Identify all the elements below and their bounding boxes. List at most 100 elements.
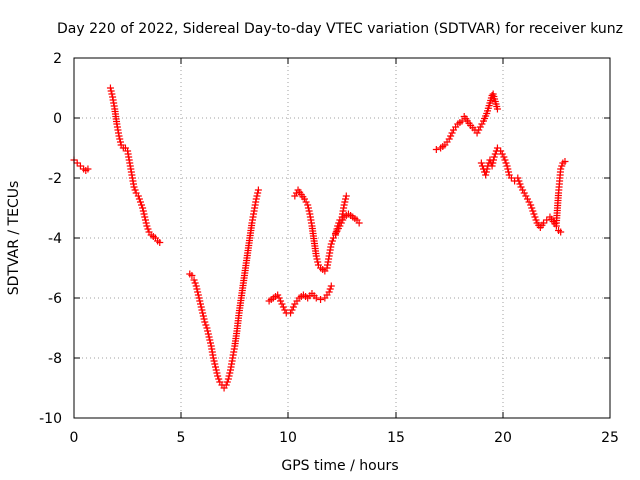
axis-ticks <box>74 58 610 418</box>
data-point <box>292 189 300 197</box>
data-point <box>523 195 531 203</box>
x-tick-labels: 0 5 10 15 20 25 <box>70 430 619 446</box>
data-point <box>139 204 147 212</box>
data-point <box>193 285 201 293</box>
data-point <box>313 255 321 263</box>
data-point <box>507 174 515 182</box>
data-point <box>312 294 320 302</box>
data-point <box>289 303 297 311</box>
data-point <box>143 222 151 230</box>
x-tick-label: 20 <box>494 430 512 446</box>
data-point <box>503 162 511 170</box>
data-point <box>300 195 308 203</box>
data-point <box>473 129 481 137</box>
data-point <box>223 378 231 386</box>
data-point <box>73 159 81 167</box>
data-point <box>215 375 223 383</box>
data-point <box>493 144 501 152</box>
data-point <box>287 309 295 317</box>
chart-title: Day 220 of 2022, Sidereal Day-to-day VTE… <box>57 21 623 37</box>
data-point <box>274 291 282 299</box>
data-point <box>206 336 214 344</box>
data-point <box>519 186 527 194</box>
data-point <box>196 297 204 305</box>
data-point <box>558 162 566 170</box>
data-point <box>493 105 501 113</box>
data-point <box>337 219 345 227</box>
data-point <box>447 132 455 140</box>
data-point <box>304 201 312 209</box>
data-point <box>336 222 344 230</box>
data-point <box>191 279 199 287</box>
data-point <box>527 201 535 209</box>
grid <box>74 58 610 418</box>
data-point <box>136 198 144 206</box>
data-point <box>326 285 334 293</box>
data-point <box>288 306 296 314</box>
data-point <box>84 165 92 173</box>
y-tick-label: -2 <box>48 171 62 187</box>
data-point <box>196 300 204 308</box>
data-point <box>211 360 219 368</box>
data-point <box>497 147 505 155</box>
data-point <box>226 369 234 377</box>
data-point <box>107 87 115 95</box>
data-point <box>200 315 208 323</box>
data-point <box>355 219 363 227</box>
data-point <box>141 216 149 224</box>
data-point <box>489 159 497 167</box>
data-point <box>515 177 523 185</box>
data-point <box>190 276 198 284</box>
data-point <box>522 192 530 200</box>
data-point <box>209 354 217 362</box>
data-point <box>482 171 490 179</box>
data-point <box>205 333 213 341</box>
data-point <box>325 288 333 296</box>
data-point <box>199 309 207 317</box>
data-point <box>224 375 232 383</box>
data-point <box>517 183 525 191</box>
data-point <box>115 132 123 140</box>
data-point <box>482 168 490 176</box>
data-point <box>281 306 289 314</box>
data-point <box>291 192 299 200</box>
data-point <box>106 84 114 92</box>
data-point <box>328 237 336 245</box>
data-point <box>278 300 286 308</box>
y-axis-label: SDTVAR / TECUs <box>6 181 22 296</box>
data-point <box>505 168 513 176</box>
data-point <box>212 363 220 371</box>
data-point <box>199 312 207 320</box>
data-point <box>448 129 456 137</box>
data-point <box>476 123 484 131</box>
data-point <box>488 162 496 170</box>
data-point <box>529 207 537 215</box>
y-tick-label: 2 <box>53 51 62 67</box>
data-point <box>530 210 538 218</box>
data-point <box>304 204 312 212</box>
data-point <box>339 216 347 224</box>
data-point <box>144 225 152 233</box>
data-point <box>277 297 285 305</box>
data-point <box>478 120 486 128</box>
data-point <box>327 282 335 290</box>
data-point <box>528 204 536 212</box>
y-tick-labels: 2 0 -2 -4 -6 -8 -10 <box>39 51 62 427</box>
data-point <box>207 339 215 347</box>
data-point <box>212 366 220 374</box>
data-point <box>194 288 202 296</box>
x-tick-label: 5 <box>177 430 186 446</box>
data-points <box>70 84 569 392</box>
data-point <box>210 357 218 365</box>
data-point <box>532 216 540 224</box>
data-point <box>142 219 150 227</box>
data-point <box>445 135 453 143</box>
data-point <box>141 213 149 221</box>
data-point <box>504 165 512 173</box>
data-point <box>520 189 528 197</box>
data-point <box>525 198 533 206</box>
data-point <box>134 192 142 200</box>
data-point <box>502 159 510 167</box>
data-point <box>275 294 283 302</box>
data-point <box>130 183 138 191</box>
